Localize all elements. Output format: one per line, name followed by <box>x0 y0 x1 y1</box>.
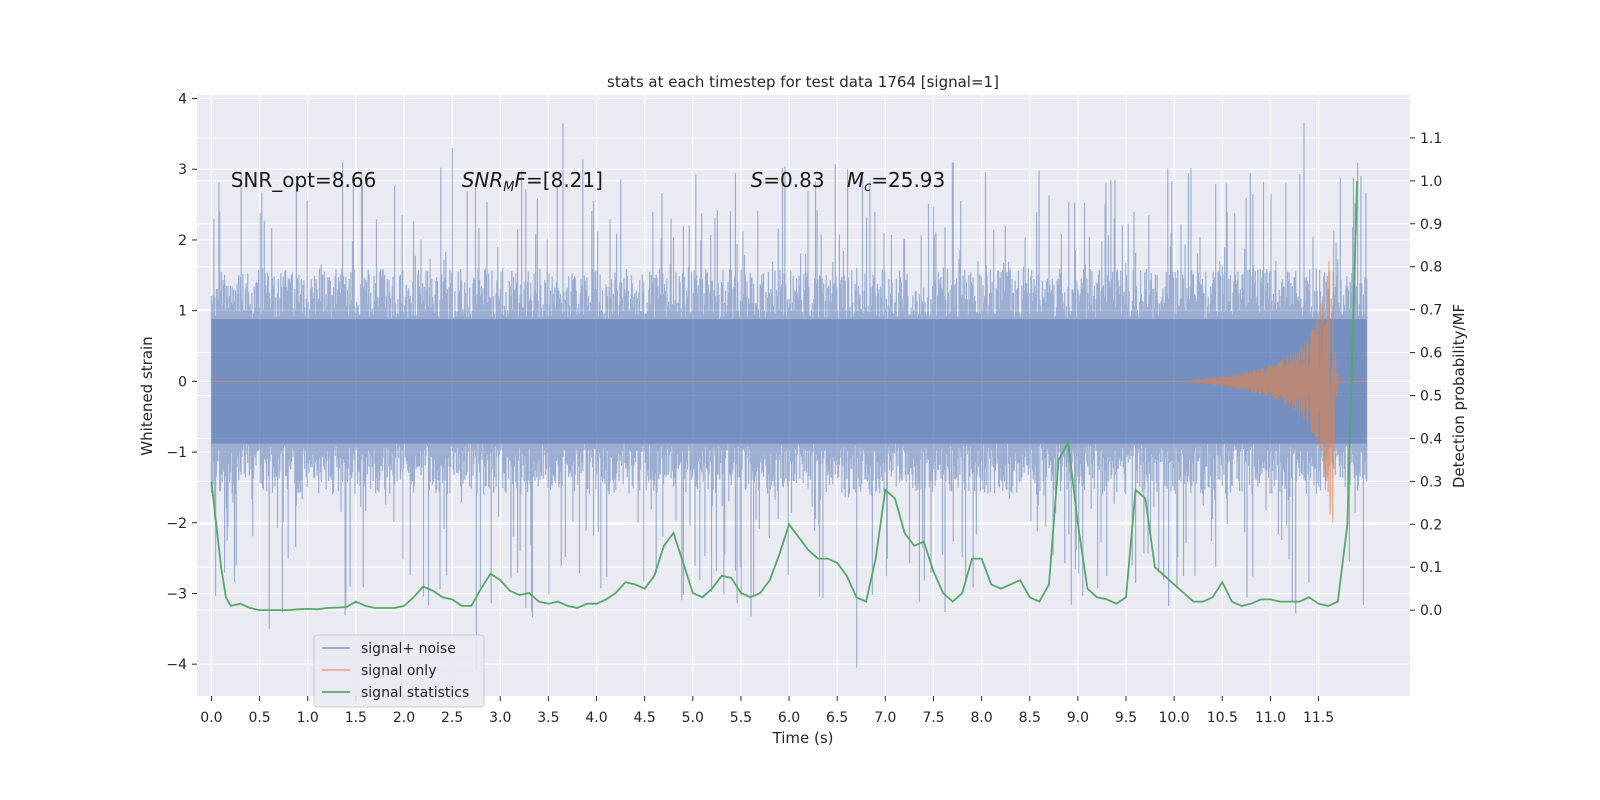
y-right-tick-label: 0.1 <box>1420 560 1442 576</box>
y-tick-label: 4 <box>178 92 187 108</box>
x-tick-label: 11.0 <box>1255 710 1286 726</box>
x-tick-label: 4.0 <box>585 710 607 726</box>
x-tick-label: 5.0 <box>682 710 704 726</box>
y-axis-right-label: Detection probability/MF <box>1450 304 1468 488</box>
x-tick-label: 2.5 <box>441 710 463 726</box>
y-tick-label: −3 <box>166 586 187 602</box>
legend-label: signal statistics <box>361 685 469 701</box>
y-right-tick-label: 0.9 <box>1420 217 1442 233</box>
y-right-tick-label: 0.4 <box>1420 431 1442 447</box>
y-right-tick-label: 0.5 <box>1420 389 1442 405</box>
y-tick-label: −1 <box>166 445 187 461</box>
y-tick-label: −4 <box>166 657 187 673</box>
legend: signal+ noise signal only signal statistic… <box>313 634 485 708</box>
y-tick-label: 1 <box>178 304 187 320</box>
x-tick-label: 3.0 <box>489 710 511 726</box>
y-axis-ticks: −4 −3 −2 −1 0 1 2 3 4 <box>166 92 197 673</box>
y-right-tick-label: 1.0 <box>1420 174 1442 190</box>
series-signal-only <box>211 261 1367 523</box>
x-tick-label: 5.5 <box>730 710 752 726</box>
annotation: S=0.83 <box>751 168 825 192</box>
y-axis-right-ticks: 0.0 0.1 0.2 0.3 0.4 0.5 0.6 0.7 0.8 0.9 1.0 1.1 <box>1410 131 1442 619</box>
x-tick-label: 1.0 <box>297 710 319 726</box>
legend-label: signal only <box>361 663 436 679</box>
x-tick-label: 1.5 <box>345 710 367 726</box>
x-tick-label: 0.5 <box>248 710 270 726</box>
y-right-tick-label: 0.6 <box>1420 346 1442 362</box>
x-tick-label: 8.5 <box>1019 710 1041 726</box>
x-tick-label: 9.5 <box>1115 710 1137 726</box>
y-right-tick-label: 0.3 <box>1420 474 1442 490</box>
annotation: SNRMF=[8.21] <box>462 168 603 195</box>
x-tick-label: 3.5 <box>537 710 559 726</box>
x-tick-label: 8.0 <box>970 710 992 726</box>
x-tick-label: 0.0 <box>200 710 222 726</box>
x-tick-label: 2.0 <box>393 710 415 726</box>
y-tick-label: −2 <box>166 516 187 532</box>
legend-box <box>313 634 485 708</box>
x-tick-label: 4.5 <box>634 710 656 726</box>
annotations: SNR_opt=8.66 SNRMF=[8.21] S=0.83 Mc=25.93 <box>231 168 946 195</box>
x-tick-label: 11.5 <box>1303 710 1334 726</box>
y-right-tick-label: 1.1 <box>1420 131 1442 147</box>
y-right-tick-label: 0.2 <box>1420 517 1442 533</box>
signal-trace <box>211 261 1367 523</box>
y-right-tick-label: 0.0 <box>1420 603 1442 619</box>
y-tick-label: 2 <box>178 233 187 249</box>
y-tick-label: 3 <box>178 162 187 178</box>
y-right-tick-label: 0.7 <box>1420 303 1442 319</box>
chart-title: stats at each timestep for test data 176… <box>607 73 999 91</box>
x-tick-label: 10.0 <box>1159 710 1190 726</box>
x-tick-label: 7.5 <box>922 710 944 726</box>
x-tick-label: 6.5 <box>826 710 848 726</box>
y-axis-label: Whitened strain <box>138 336 156 455</box>
x-tick-label: 7.0 <box>874 710 896 726</box>
series-signal-statistics <box>210 180 1358 611</box>
legend-label: signal+ noise <box>361 641 456 657</box>
x-tick-label: 10.5 <box>1207 710 1238 726</box>
x-tick-label: 6.0 <box>778 710 800 726</box>
x-tick-label: 9.0 <box>1067 710 1089 726</box>
y-right-tick-label: 0.8 <box>1420 260 1442 276</box>
y-tick-label: 0 <box>178 374 187 390</box>
x-axis-label: Time (s) <box>772 729 834 747</box>
stats-line <box>210 180 1358 611</box>
annotation: SNR_opt=8.66 <box>231 168 377 192</box>
x-axis-ticks: 0.0 0.5 1.0 1.5 2.0 2.5 3.0 3.5 4.0 4.5 5.0 5.5 6.0 6… <box>200 696 1334 726</box>
annotation: Mc=25.93 <box>847 168 945 195</box>
